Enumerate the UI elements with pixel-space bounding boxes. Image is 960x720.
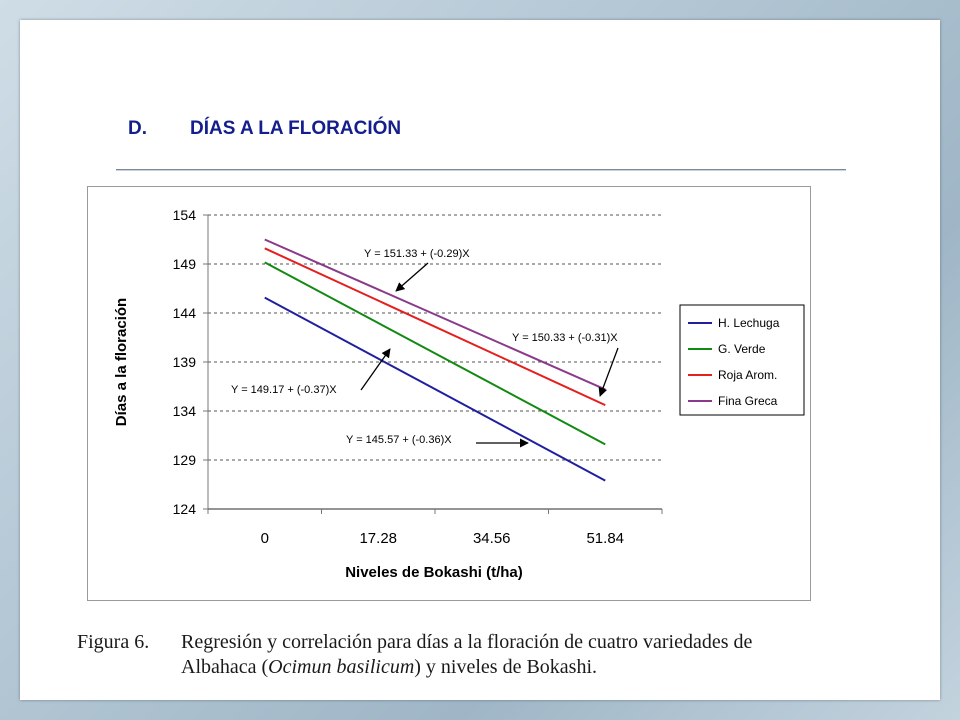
- x-tick-label: 51.84: [586, 530, 624, 547]
- heading-letter: D.: [128, 118, 147, 139]
- y-tick-label: 149: [173, 256, 197, 272]
- x-tick-label: 34.56: [473, 530, 511, 547]
- y-tick-label: 139: [173, 354, 197, 370]
- x-tick-label: 0: [261, 530, 269, 547]
- equation-label: Y = 151.33 + (-0.29)X: [364, 248, 470, 260]
- heading-title: DÍAS A LA FLORACIÓN: [190, 118, 402, 139]
- caption-line-1: Regresión y correlación para días a la f…: [181, 631, 753, 653]
- caption-label: Figura 6.: [77, 631, 150, 653]
- equation-label: Y = 150.33 + (-0.31)X: [512, 332, 618, 344]
- chart-svg: 124 129 134 139 144 149 154 0 17.28 34.56 51.84 Niv…: [113, 207, 805, 581]
- y-tick-label: 154: [173, 207, 197, 223]
- legend-label: Roja Arom.: [718, 368, 777, 382]
- slide: D. DÍAS A LA FLORACIÓN 124 129 134 139 144 149…: [20, 20, 940, 700]
- series-line: [264, 261, 606, 446]
- y-tick-label: 129: [173, 452, 197, 468]
- chart-frame: 124 129 134 139 144 149 154 0 17.28 34.56 51.84 Niv…: [87, 186, 811, 601]
- caption-line-2-start: Albahaca (: [181, 656, 269, 678]
- y-tick-label: 124: [173, 501, 197, 517]
- slide-heading: D. DÍAS A LA FLORACIÓN: [128, 118, 401, 140]
- legend-label: H. Lechuga: [718, 316, 780, 330]
- equation-label: Y = 149.17 + (-0.37)X: [231, 384, 337, 396]
- y-tick-label: 134: [173, 403, 197, 419]
- y-tick-label: 144: [173, 305, 197, 321]
- caption-species: Ocimun basilicum: [268, 656, 415, 678]
- equation-label: Y = 145.57 + (-0.36)X: [346, 434, 452, 446]
- equation-arrow: [360, 348, 391, 391]
- series-line: [264, 247, 606, 407]
- heading-divider: [116, 169, 846, 171]
- x-tick-label: 17.28: [359, 530, 397, 547]
- legend-label: G. Verde: [718, 342, 766, 356]
- equation-arrow: [598, 347, 619, 397]
- series-line: [264, 296, 606, 482]
- figure-area: 124 129 134 139 144 149 154 0 17.28 34.56 51.84 Niv…: [77, 178, 932, 691]
- y-axis-label: Días a la floración: [113, 298, 130, 426]
- equation-arrow: [395, 262, 429, 292]
- legend-label: Fina Greca: [718, 394, 778, 408]
- caption-line-2-end: ) y niveles de Bokashi.: [414, 656, 598, 678]
- x-axis-label: Niveles de Bokashi (t/ha): [345, 564, 523, 581]
- series-line: [264, 238, 606, 391]
- figure-caption: Figura 6. Regresión y correlación para dí…: [77, 630, 907, 680]
